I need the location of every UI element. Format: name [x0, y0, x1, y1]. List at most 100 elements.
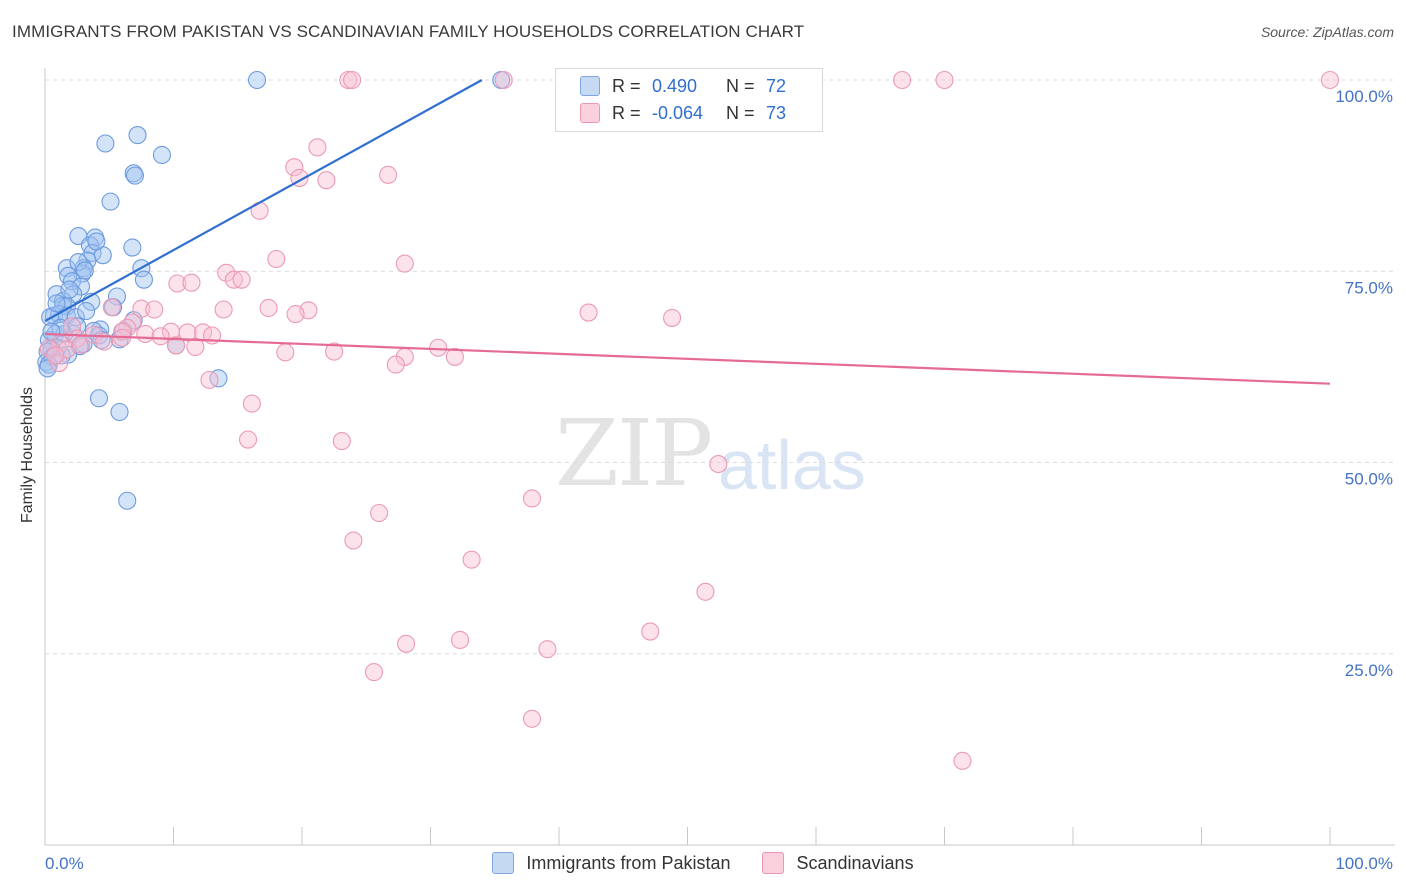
scandinavian-point — [200, 370, 219, 389]
pakistan-point — [89, 389, 109, 408]
scandinavian-point — [168, 274, 187, 293]
legend-n-value: 73 — [766, 102, 787, 123]
pakistan-point — [125, 166, 144, 185]
series-legend-pakistan: Immigrants from Pakistan — [492, 852, 730, 874]
legend-r-value: -0.064 — [652, 102, 704, 123]
scandinavian-point — [522, 709, 542, 728]
pakistan-point — [37, 353, 56, 372]
legend-swatch-pink — [580, 103, 600, 123]
scandinavian-point — [238, 430, 258, 449]
pakistan-point — [152, 145, 171, 165]
scandinavian-point — [386, 355, 405, 374]
scandinavian-point — [232, 270, 251, 289]
legend-swatch-blue — [580, 76, 600, 96]
scandinavian-point — [308, 138, 327, 157]
scandinavian-point — [286, 305, 305, 324]
scandinavian-point — [893, 70, 912, 90]
watermark-atlas: atlas — [718, 426, 866, 504]
scandinavian-point — [370, 503, 389, 523]
x-tick-label: 0.0% — [45, 854, 84, 873]
scandinavian-point — [57, 340, 76, 359]
scandinavian-point — [339, 70, 358, 90]
scandinavian-point — [217, 263, 236, 282]
source-label: Source: ZipAtlas.com — [1260, 24, 1394, 40]
scandinavian-point — [182, 273, 201, 292]
scandinavian-point — [145, 300, 164, 319]
scandinavian-point — [494, 70, 513, 90]
legend-r-label: R = — [612, 75, 641, 96]
pakistan-point — [134, 270, 153, 289]
scandinavian-point — [343, 70, 362, 90]
scandinavian-point — [167, 336, 186, 355]
scandinavian-point — [344, 531, 363, 550]
legend-n-label: N = — [726, 75, 755, 96]
y-tick-label: 75.0% — [1345, 278, 1393, 297]
scandinavian-point — [136, 324, 155, 344]
scandinavian-point — [451, 630, 470, 650]
pakistan-point — [101, 192, 120, 211]
scandinavian-point — [102, 298, 121, 317]
series-legend-scandinavians: Scandinavians — [762, 852, 914, 874]
legend-n-value: 72 — [766, 75, 787, 96]
pakistan-point — [209, 369, 228, 388]
scandinavian-point — [285, 158, 304, 177]
scandinavian-point — [379, 165, 398, 184]
x-tick-label: 100.0% — [1335, 854, 1393, 873]
scandinavian-point — [224, 270, 243, 289]
pakistan-point — [123, 238, 142, 257]
scandinavian-point — [522, 489, 542, 508]
scandinavian-point — [696, 582, 715, 601]
scandinavian-point — [186, 337, 205, 357]
scandinavian-point — [151, 327, 170, 346]
y-tick-label: 50.0% — [1345, 470, 1393, 489]
pakistan-point — [107, 287, 127, 306]
series-label-pakistan: Immigrants from Pakistan — [526, 852, 731, 873]
scandinavian-point — [445, 347, 464, 366]
scandinavian-point — [39, 339, 58, 358]
scandinavian-point — [214, 300, 233, 319]
scandinavian-point — [397, 634, 416, 653]
pakistan-point — [247, 70, 267, 90]
scandinavian-point — [242, 394, 261, 413]
scandinavian-point — [641, 622, 660, 641]
legend-n-label: N = — [726, 102, 755, 123]
scandinavian-point — [132, 299, 151, 318]
scandinavian-point — [259, 298, 278, 318]
correlation-legend: R = 0.490 N = 72 R = -0.064 N = 73 — [555, 68, 823, 132]
scandinavian-point — [709, 454, 728, 474]
y-tick-label: 100.0% — [1335, 87, 1393, 106]
scandinavian-point — [71, 335, 91, 354]
scandinavian-point — [663, 308, 682, 327]
scandinavian-point — [276, 343, 295, 362]
legend-row-pakistan: R = 0.490 N = 72 — [580, 74, 786, 98]
scandinavian-point — [364, 663, 384, 682]
series-legend: Immigrants from Pakistan Scandinavians — [0, 852, 1406, 874]
scandinavian-point — [267, 249, 286, 269]
pakistan-point — [118, 491, 137, 510]
scandinavian-point — [953, 751, 972, 770]
pakistan-point — [87, 232, 106, 251]
scandinavian-point — [178, 323, 197, 342]
series-swatch-pink — [762, 852, 785, 874]
pakistan-point — [75, 261, 94, 280]
chart-title: IMMIGRANTS FROM PAKISTAN VS SCANDINAVIAN… — [12, 22, 805, 41]
watermark-zip: ZIP — [555, 400, 713, 507]
scandinavian-point — [325, 342, 344, 361]
scandinavian-point — [579, 303, 598, 322]
series-label-scandinavians: Scandinavians — [796, 852, 914, 873]
pakistan-point — [110, 402, 129, 422]
scandinavian-point — [395, 254, 414, 273]
pakistan-trend-line — [44, 79, 483, 322]
pakistan-point — [60, 280, 79, 299]
pakistan-point — [73, 264, 92, 283]
scandinavian-point — [317, 171, 336, 190]
pakistan-point — [47, 294, 66, 313]
scandinavian-point — [1320, 70, 1340, 90]
pakistan-point — [77, 301, 96, 321]
y-tick-label: 25.0% — [1345, 661, 1393, 680]
legend-r-label: R = — [612, 102, 641, 123]
scandinavian-point — [462, 550, 481, 569]
scandinavian-point — [538, 640, 557, 659]
scandinavian-point — [429, 338, 448, 357]
scandinavian-trend-line — [44, 332, 1331, 385]
